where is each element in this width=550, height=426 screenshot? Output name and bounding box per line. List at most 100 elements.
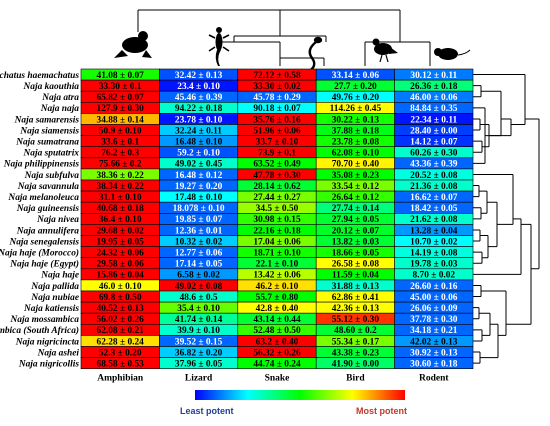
column-label: Bird: [346, 374, 365, 384]
cell-value-label: 17.14 ± 0.05: [175, 260, 223, 270]
row-dendrogram-branch: [473, 284, 482, 298]
row-label: Naja philippinensis: [3, 160, 80, 170]
cell-value-label: 30.12 ± 0.11: [410, 71, 457, 81]
row-label: Naja subfulva: [24, 171, 80, 181]
cell-value-label: 26.06 ± 0.09: [410, 304, 458, 314]
cell-value-label: 22.16 ± 0.18: [253, 226, 301, 236]
row-dendrogram-branch: [473, 251, 483, 264]
cell-value-label: 22.1 ± 0.10: [256, 260, 299, 270]
cell-value-label: 26.60 ± 0.16: [410, 282, 458, 292]
legend-gradient-bar: [195, 390, 405, 400]
row-dendrogram-branch: [480, 323, 499, 359]
cell-value-label: 36.82 ± 0.20: [175, 348, 223, 358]
cell-value-label: 21.62 ± 0.08: [410, 215, 458, 225]
row-label: Naja samarensis: [14, 115, 80, 125]
cell-value-label: 55.12 ± 0.30: [332, 315, 380, 325]
cell-value-label: 38.36 ± 0.22: [97, 171, 145, 181]
row-label: Naja senegalensis: [8, 237, 79, 247]
cell-value-label: 84.84 ± 0.35: [410, 104, 458, 114]
row-dendrogram-branch: [473, 185, 480, 198]
cell-value-label: 65.82 ± 0.07: [97, 93, 145, 103]
row-dendrogram-branch: [473, 218, 522, 275]
cell-value-label: 33.30 ± 0.1: [99, 82, 142, 92]
row-label: Naja mossambica: [10, 315, 80, 325]
cell-value-label: 41.08 ± 0.07: [97, 71, 145, 81]
cell-value-label: 62.08 ± 0.10: [332, 149, 380, 159]
cell-value-label: 127.9 ± 0.30: [97, 104, 145, 114]
cell-value-label: 49.02 ± 0.45: [175, 160, 223, 170]
cell-value-label: 56.32 ± 0.26: [253, 348, 301, 358]
cell-value-label: 47.78 ± 0.30: [253, 171, 301, 181]
cell-value-label: 46.0 ± 0.10: [99, 282, 142, 292]
row-label: Naja haje (Egypt): [9, 259, 79, 270]
cell-value-label: 63.2 ± 0.40: [256, 337, 299, 347]
cell-value-label: 37.88 ± 0.18: [332, 126, 380, 136]
cell-value-label: 17.04 ± 0.06: [253, 237, 301, 247]
cell-value-label: 37.78 ± 0.30: [410, 315, 458, 325]
row-dendrogram-branch: [473, 229, 481, 242]
cell-value-label: 49.02 ± 0.08: [175, 282, 223, 292]
cell-value-label: 6.58 ± 0.02: [177, 271, 220, 281]
cell-value-label: 59.2 ± 0.10: [177, 149, 220, 159]
cell-value-label: 44.74 ± 0.24: [253, 359, 301, 369]
row-label: Naja melanoleuca: [7, 193, 79, 203]
cell-value-label: 16.48 ± 0.12: [175, 171, 223, 181]
cell-value-label: 34.18 ± 0.21: [410, 326, 458, 336]
cell-value-label: 28.40 ± 0.00: [410, 126, 458, 136]
row-dendrogram-branch: [473, 85, 482, 98]
row-label: Naja mossambica (South Africa): [0, 325, 79, 336]
cell-value-label: 45.00 ± 0.06: [410, 293, 458, 303]
cell-value-label: 43.38 ± 0.23: [332, 348, 380, 358]
row-dendrogram-branch: [473, 173, 514, 225]
cell-value-label: 26.64 ± 0.12: [332, 193, 380, 203]
cell-value-label: 32.24 ± 0.11: [175, 126, 222, 136]
cell-value-label: 23.4 ± 0.10: [177, 82, 220, 92]
cell-value-label: 114.26 ± 0.45: [330, 104, 382, 114]
cell-value-label: 33.14 ± 0.06: [332, 71, 380, 81]
cell-value-label: 21.36 ± 0.08: [410, 182, 458, 192]
cell-value-label: 22.34 ± 0.11: [410, 115, 457, 125]
row-label: Naja katiensis: [23, 304, 79, 314]
cell-value-label: 31.88 ± 0.13: [332, 282, 380, 292]
row-label: Naja guineensis: [16, 204, 80, 214]
cell-value-label: 33.6 ± 0.1: [101, 137, 139, 147]
cell-value-label: 52.48 ± 0.50: [253, 326, 301, 336]
row-dendrogram-branch: [481, 90, 502, 137]
cell-value-label: 40.68 ± 0.18: [97, 204, 145, 214]
cell-value-label: 18.078 ± 0.10: [173, 204, 225, 214]
cell-value-label: 42.36 ± 0.13: [332, 304, 380, 314]
cell-value-label: 18.66 ± 0.05: [332, 248, 380, 258]
cell-value-label: 41.74 ± 0.14: [175, 315, 223, 325]
legend-min-label: Least potent: [180, 406, 234, 416]
cell-value-label: 33.7 ± 0.10: [256, 137, 299, 147]
cell-value-label: 18.42 ± 0.05: [410, 204, 458, 214]
color-legend: Least potent Most potent: [180, 390, 407, 416]
cell-value-label: 62.86 ± 0.41: [332, 293, 380, 303]
cell-value-label: 35.08 ± 0.23: [332, 171, 380, 181]
cell-value-label: 68.58 ± 0.53: [97, 359, 145, 369]
cell-value-label: 15.86 ± 0.04: [97, 271, 145, 281]
cell-value-label: 41.90 ± 0.00: [332, 359, 380, 369]
cell-value-label: 62.28 ± 0.24: [97, 337, 145, 347]
row-dendrogram-branch: [473, 107, 486, 164]
cell-value-label: 14.19 ± 0.08: [410, 248, 458, 258]
row-dendrogram-branch: [473, 140, 483, 153]
cell-value-label: 20.52 ± 0.08: [410, 171, 458, 181]
row-label: Naja sumatrana: [15, 137, 79, 147]
row-label: Naja savannula: [17, 182, 80, 192]
cell-value-label: 33.30 ± 0.02: [253, 82, 301, 92]
cell-value-label: 42.8 ± 0.40: [256, 304, 299, 314]
row-dendrogram-branch: [479, 190, 488, 214]
cell-value-label: 24.32 ± 0.06: [97, 248, 145, 258]
cell-value-label: 73.9 ± 0.1: [258, 149, 296, 159]
cell-value-label: 40.52 ± 0.13: [97, 304, 145, 314]
row-label: Naja ashei: [37, 348, 80, 358]
cell-value-label: 35.4 ± 0.10: [177, 304, 220, 314]
row-label: Naja naja: [40, 104, 80, 114]
row-label: Naja nivea: [36, 215, 79, 225]
cell-value-label: 43.36 ± 0.39: [410, 160, 458, 170]
row-label: Naja sputatrix: [23, 149, 80, 159]
cell-value-label: 38.34 ± 0.22: [97, 182, 145, 192]
cell-value-label: 69.8 ± 0.50: [99, 293, 142, 303]
cell-value-label: 56.02 ± 0.26: [97, 315, 145, 325]
